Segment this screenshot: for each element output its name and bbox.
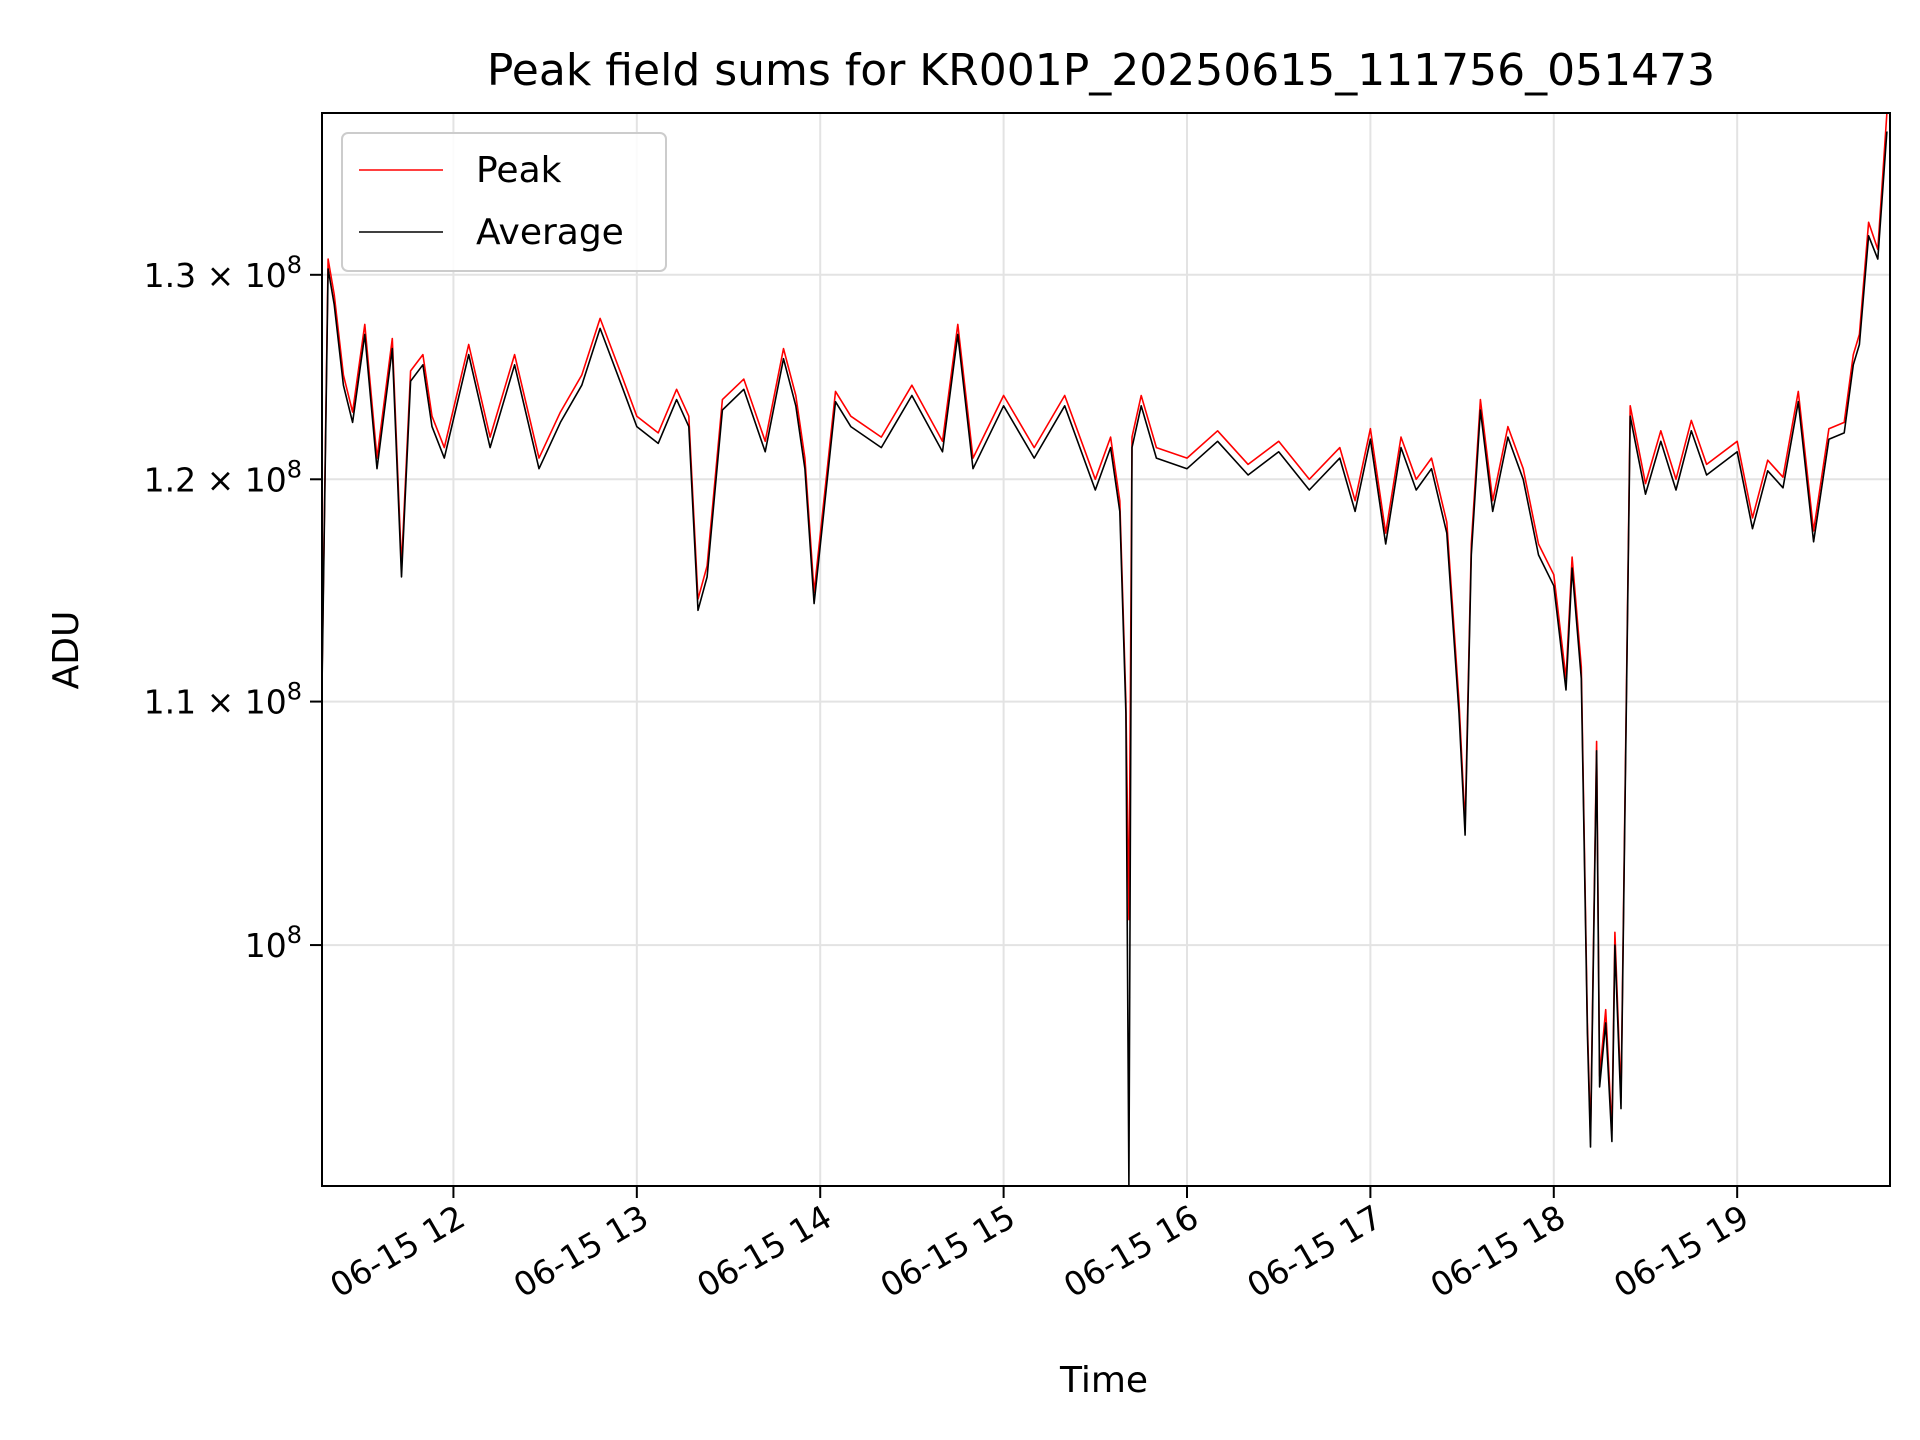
plot-frame [321,112,1891,1187]
chart-title: Peak field sums for KR001P_20250615_1117… [487,45,1715,96]
legend: Peak Average [341,132,667,272]
y-tick-exponent: 8 [287,251,302,279]
y-tick-exponent: 8 [287,921,302,949]
y-tick-label: 108 [245,921,302,965]
y-tick-exponent: 8 [287,678,302,706]
y-tick-label: 1.1 × 108 [144,678,302,722]
y-tick-label: 1.3 × 108 [144,251,302,295]
series-line-average [322,131,1888,1186]
y-tick-label: 1.2 × 108 [144,455,302,499]
y-tick-exponent: 8 [287,455,302,483]
y-axis-label: ADU [46,611,87,690]
legend-label-peak: Peak [476,150,562,191]
y-tick-mantissa: 1.3 × 10 [144,256,287,295]
y-tick-mantissa: 1.2 × 10 [144,460,287,499]
series-lines [322,113,1888,1186]
y-tick-mantissa: 1.1 × 10 [144,683,287,722]
y-tick-mantissa: 10 [245,926,287,965]
legend-label-average: Average [476,212,624,253]
x-axis-label: Time [1059,1360,1148,1401]
series-line-peak [322,113,1888,1137]
legend-box [341,132,667,272]
